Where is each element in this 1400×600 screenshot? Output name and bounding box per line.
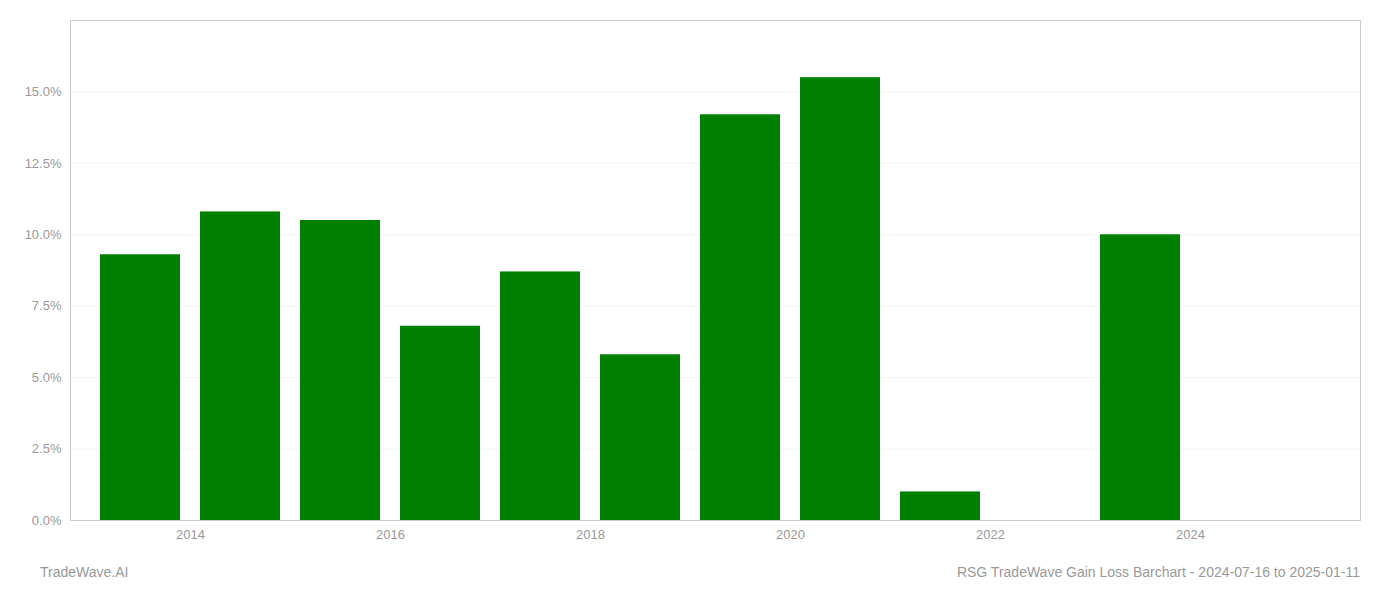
html-text:RSG TradeWave Gain Loss Barcha: RSG TradeWave Gain Loss Barchart - 2024-… <box>956 564 1360 580</box>
html-text:TradeWave.AI: TradeWave.AI <box>40 564 129 580</box>
svg-text:2024: 2024 <box>1176 527 1205 542</box>
svg-text:2016: 2016 <box>376 527 405 542</box>
svg-text:15.0%: 15.0% <box>25 84 62 99</box>
svg-text:5.0%: 5.0% <box>32 370 62 385</box>
svg-text:7.5%: 7.5% <box>32 298 62 313</box>
svg-text:12.5%: 12.5% <box>25 156 62 171</box>
svg-text:2014: 2014 <box>176 527 205 542</box>
svg-text:10.0%: 10.0% <box>25 227 62 242</box>
svg-text:2022: 2022 <box>976 527 1005 542</box>
svg-text:2020: 2020 <box>776 527 805 542</box>
svg-text:2.5%: 2.5% <box>32 441 62 456</box>
svg-text:2018: 2018 <box>576 527 605 542</box>
svg-text:0.0%: 0.0% <box>32 513 62 528</box>
